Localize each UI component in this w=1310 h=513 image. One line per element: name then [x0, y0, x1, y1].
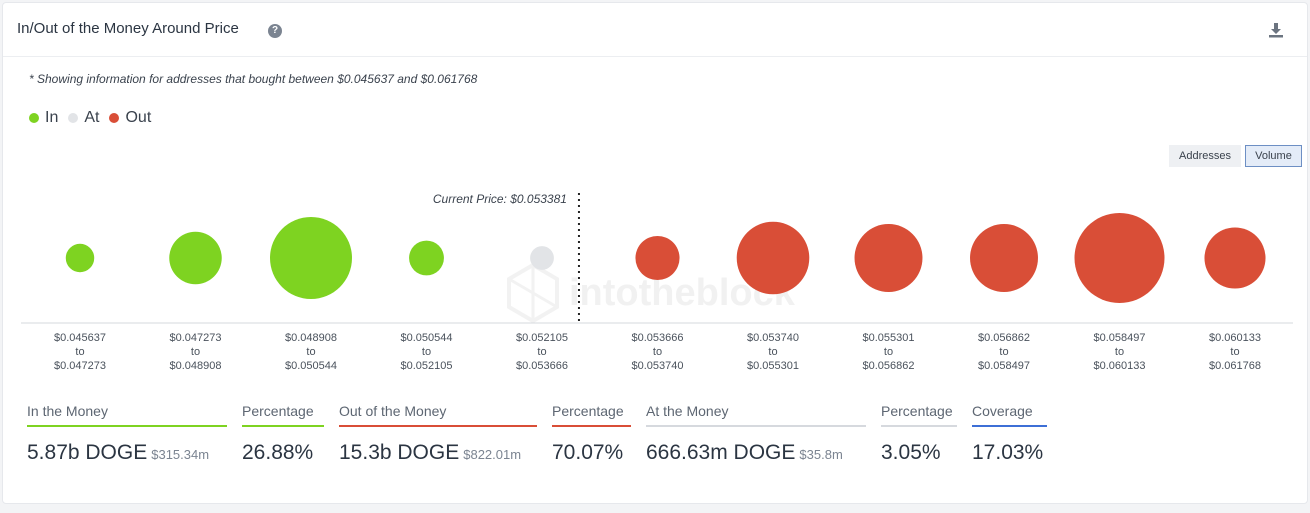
- bubble-out[interactable]: [854, 224, 923, 292]
- x-tick-label: $0.053740: [632, 360, 684, 372]
- download-icon[interactable]: [1267, 21, 1285, 39]
- stat-in-value: 5.87b DOGE $315.34m: [27, 441, 227, 465]
- stat-out-percentage: Percentage 70.07%: [552, 403, 631, 465]
- x-tick-label: to: [884, 346, 893, 358]
- x-tick-label: $0.053666: [632, 332, 684, 344]
- chart-card: In/Out of the Money Around Price ? * Sho…: [2, 2, 1308, 504]
- x-tick-label: $0.060133: [1094, 360, 1146, 372]
- x-tick-label: to: [306, 346, 315, 358]
- stat-in-amount: 5.87b DOGE: [27, 441, 148, 464]
- bubble-out[interactable]: [736, 221, 810, 295]
- stat-out-usd: $822.01m: [463, 447, 522, 462]
- bubble-out[interactable]: [1074, 213, 1165, 303]
- x-tick-label: $0.050544: [401, 332, 453, 344]
- card-header: In/Out of the Money Around Price ?: [3, 3, 1307, 57]
- legend: In At Out: [29, 109, 161, 127]
- stat-at-usd: $35.8m: [799, 447, 843, 462]
- chart-title: In/Out of the Money Around Price: [17, 20, 239, 37]
- x-tick-label: $0.055301: [747, 360, 799, 372]
- bubble-out[interactable]: [635, 235, 680, 281]
- bubble-in[interactable]: [169, 231, 222, 285]
- x-tick-label: $0.045637: [54, 332, 106, 344]
- x-tick-label: $0.048908: [170, 360, 222, 372]
- x-tick-label: to: [768, 346, 777, 358]
- x-tick-label: to: [1115, 346, 1124, 358]
- legend-dot-at: [68, 113, 79, 123]
- bubble-in[interactable]: [270, 217, 352, 299]
- bubble-out[interactable]: [1204, 227, 1266, 289]
- x-tick-label: $0.053740: [747, 332, 799, 344]
- x-tick-label: $0.047273: [170, 332, 222, 344]
- stat-at-the-money: At the Money 666.63m DOGE $35.8m: [646, 403, 866, 465]
- summary-stats: In the Money 5.87b DOGE $315.34m Percenta…: [3, 403, 1307, 483]
- volume-toggle-button[interactable]: Volume: [1245, 145, 1302, 167]
- bubble-chart: intotheblock Current Price: $0.053381 $0…: [21, 192, 1293, 372]
- bubbles: [65, 213, 1266, 303]
- legend-item-at[interactable]: At: [68, 109, 99, 127]
- x-tick-labels: $0.045637 to $0.047273 $0.047273 to $0.048908…: [54, 332, 1261, 372]
- stat-coverage-label: Coverage: [972, 403, 1047, 427]
- stat-out-of-the-money: Out of the Money 15.3b DOGE $822.01m: [339, 403, 537, 465]
- x-tick-label: $0.050544: [285, 360, 337, 372]
- x-tick-label: $0.060133: [1209, 332, 1261, 344]
- stat-at-label: At the Money: [646, 403, 866, 427]
- stat-in-pct: 26.88%: [242, 441, 314, 464]
- x-tick-label: to: [999, 346, 1008, 358]
- stat-coverage: Coverage 17.03%: [972, 403, 1047, 465]
- x-tick-label: $0.058497: [1094, 332, 1146, 344]
- stat-at-pct: 3.05%: [881, 441, 941, 464]
- x-tick-label: $0.052105: [401, 360, 453, 372]
- x-tick-label: $0.056862: [863, 360, 915, 372]
- x-tick-label: to: [191, 346, 200, 358]
- legend-label-out: Out: [125, 109, 152, 126]
- x-tick-label: $0.056862: [978, 332, 1030, 344]
- legend-label-in: In: [45, 109, 59, 126]
- legend-dot-in: [29, 113, 39, 123]
- bubble-at[interactable]: [530, 246, 554, 270]
- x-tick-label: $0.055301: [863, 332, 915, 344]
- x-tick-label: $0.053666: [516, 360, 568, 372]
- stat-at-pct-label: Percentage: [881, 403, 957, 427]
- x-tick-label: to: [653, 346, 662, 358]
- legend-label-at: At: [84, 109, 100, 126]
- x-tick-label: $0.048908: [285, 332, 337, 344]
- stat-coverage-value: 17.03%: [972, 441, 1044, 464]
- stat-in-label: In the Money: [27, 403, 227, 427]
- x-tick-label: $0.047273: [54, 360, 106, 372]
- stat-in-pct-label: Percentage: [242, 403, 324, 427]
- x-tick-label: to: [1230, 346, 1239, 358]
- x-tick-label: $0.052105: [516, 332, 568, 344]
- legend-dot-out: [109, 113, 120, 123]
- stat-in-the-money: In the Money 5.87b DOGE $315.34m: [27, 403, 227, 465]
- stat-in-usd: $315.34m: [151, 447, 210, 462]
- stat-at-percentage: Percentage 3.05%: [881, 403, 957, 465]
- stat-out-amount: 15.3b DOGE: [339, 441, 460, 464]
- stat-out-pct: 70.07%: [552, 441, 624, 464]
- stat-out-pct-label: Percentage: [552, 403, 631, 427]
- stat-out-value: 15.3b DOGE $822.01m: [339, 441, 537, 465]
- x-tick-label: $0.061768: [1209, 360, 1261, 372]
- help-icon[interactable]: ?: [268, 24, 282, 38]
- range-note: * Showing information for addresses that…: [29, 72, 478, 86]
- stat-in-percentage: Percentage 26.88%: [242, 403, 324, 465]
- legend-item-in[interactable]: In: [29, 109, 58, 127]
- stat-out-label: Out of the Money: [339, 403, 537, 427]
- legend-item-out[interactable]: Out: [109, 109, 151, 127]
- x-tick-label: to: [422, 346, 431, 358]
- addresses-toggle-button[interactable]: Addresses: [1169, 145, 1241, 167]
- x-tick-label: $0.058497: [978, 360, 1030, 372]
- stat-at-amount: 666.63m DOGE: [646, 441, 796, 464]
- stat-at-value: 666.63m DOGE $35.8m: [646, 441, 866, 465]
- bubble-in[interactable]: [409, 240, 444, 276]
- current-price-label: Current Price: $0.053381: [433, 192, 567, 206]
- x-tick-label: to: [537, 346, 546, 358]
- bubble-out[interactable]: [970, 224, 1038, 292]
- bubble-in[interactable]: [65, 243, 95, 273]
- x-tick-label: to: [75, 346, 84, 358]
